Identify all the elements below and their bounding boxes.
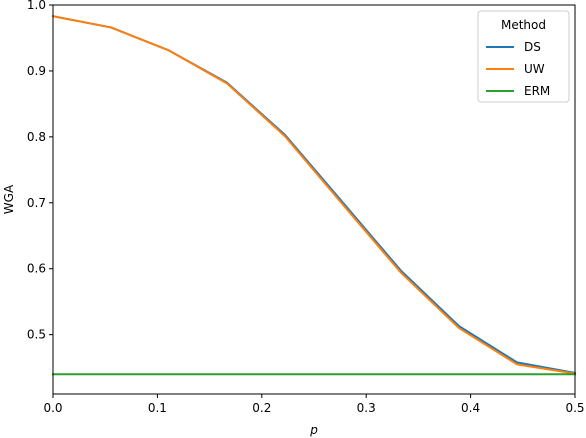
x-tick-label: 0.4 [461,401,480,415]
plot-marks [51,15,577,376]
x-tick-label: 0.0 [43,401,62,415]
legend: Method DS UW ERM [477,10,570,103]
x-tick-label: 0.5 [565,401,584,415]
x-tick-label: 0.2 [252,401,271,415]
x-axis-label: p [309,423,318,437]
y-tick-label: 0.6 [27,262,46,276]
legend-title: Method [501,18,546,32]
legend-label-uw: UW [524,62,545,76]
legend-box [477,10,570,103]
y-axis: 0.5 0.6 0.7 0.8 0.9 1.0 [27,0,53,342]
x-tick-label: 0.3 [357,401,376,415]
plot-frame [52,4,576,395]
series-line-uw [51,15,577,375]
y-tick-label: 0.5 [27,328,46,342]
x-axis: 0.0 0.1 0.2 0.3 0.4 0.5 [43,394,585,415]
legend-label-ds: DS [524,40,541,54]
legend-label-erm: ERM [524,84,550,98]
x-tick-label: 0.1 [148,401,167,415]
y-axis-label: WGA [2,184,16,214]
y-tick-label: 0.9 [27,64,46,78]
y-tick-label: 0.8 [27,130,46,144]
y-tick-label: 1.0 [27,0,46,12]
y-tick-label: 0.7 [27,196,46,210]
